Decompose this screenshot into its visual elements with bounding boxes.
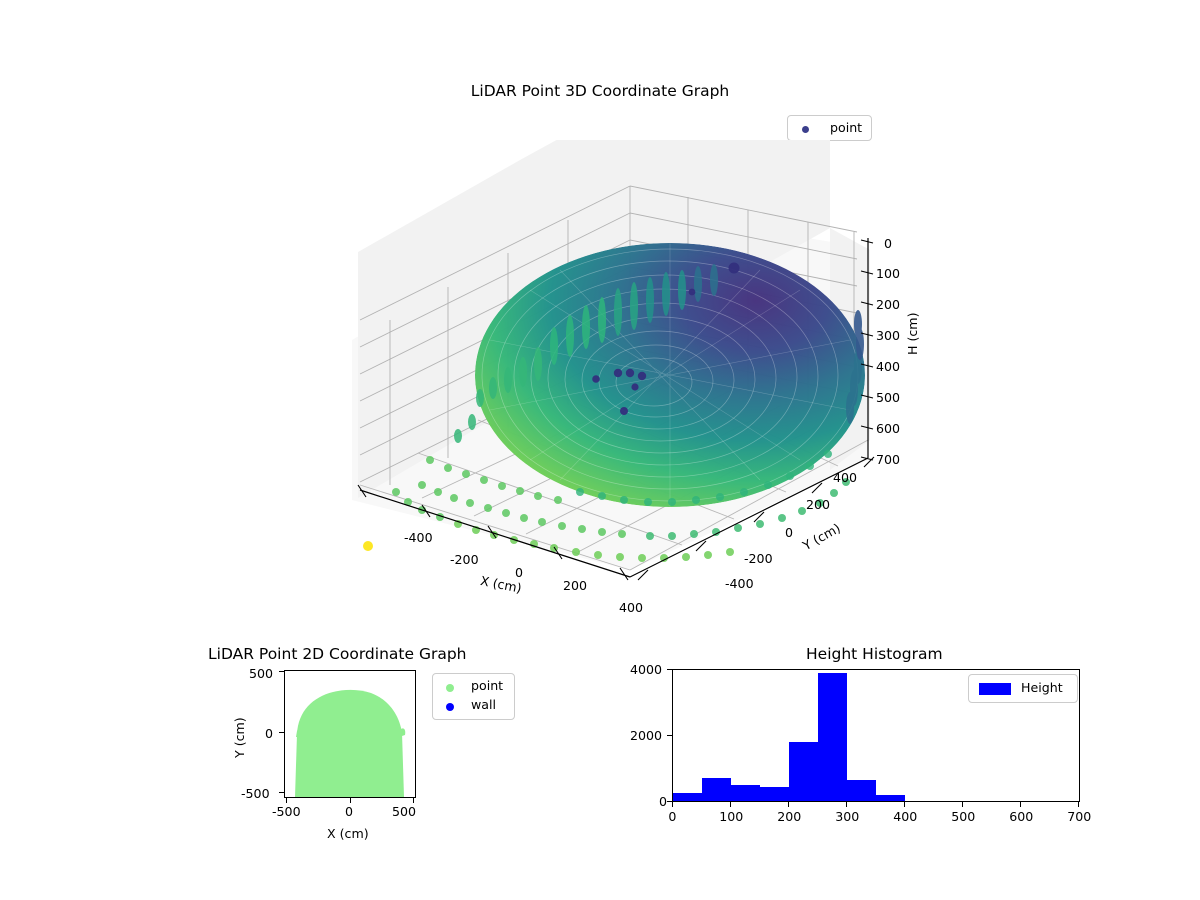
hist-x-tick-600: 600	[1009, 809, 1034, 824]
y-tick--200: -200	[744, 551, 773, 566]
legend-row-point: point	[433, 678, 514, 698]
tick-hist-x	[1077, 802, 1079, 807]
histogram-bars	[673, 670, 1079, 801]
hist-x-tick-700: 700	[1067, 809, 1092, 824]
legend-height-label: Height	[1021, 680, 1063, 695]
y-tick-200: 200	[806, 497, 831, 512]
z-tick-600: 600	[876, 421, 901, 436]
tick-2d-x0	[286, 798, 288, 803]
x-tick-200: 200	[563, 578, 588, 593]
histogram-bar	[760, 787, 789, 801]
x-tick-0: 0	[515, 565, 524, 580]
hist-y-tick-0: 0	[659, 794, 668, 809]
histogram-bar	[702, 778, 731, 801]
point-cloud-region	[295, 689, 404, 797]
chart-2d-x-tick-0: 0	[345, 804, 354, 819]
tick-2d-y2	[279, 671, 284, 673]
tick-2d-x1	[350, 798, 352, 803]
outlier-points	[592, 262, 740, 415]
chart-3d-canvas	[352, 140, 875, 581]
hist-x-tick-0: 0	[668, 809, 677, 824]
hist-x-tick-400: 400	[893, 809, 918, 824]
tick-hist-x	[1019, 802, 1021, 807]
x-tick--400: -400	[404, 530, 433, 545]
histogram-title: Height Histogram	[806, 645, 943, 663]
z-tick-700: 700	[876, 452, 901, 467]
histogram-axes[interactable]	[672, 669, 1080, 802]
y-tick-400: 400	[833, 470, 858, 485]
hist-x-tick-100: 100	[719, 809, 744, 824]
tick-hist-x	[671, 802, 673, 807]
legend-point-marker-icon	[446, 684, 454, 692]
tick-hist-y0	[667, 801, 672, 803]
histogram-bar	[876, 795, 905, 801]
tick-hist-x	[787, 802, 789, 807]
y-tick-0: 0	[785, 525, 794, 540]
legend-wall-label: wall	[471, 697, 497, 712]
tick-hist-x	[729, 802, 731, 807]
legend-wall-marker-icon	[446, 703, 454, 711]
chart-2d-y-tick--500: -500	[241, 786, 270, 801]
tick-hist-y1	[667, 735, 672, 737]
hist-x-tick-200: 200	[777, 809, 802, 824]
chart-2d-legend: point wall	[432, 673, 515, 720]
hist-x-tick-500: 500	[951, 809, 976, 824]
chart-2d-canvas	[295, 689, 406, 797]
tick-hist-x	[903, 802, 905, 807]
histogram-bar	[673, 792, 702, 801]
histogram-bar	[789, 742, 818, 801]
histogram-bar	[847, 780, 876, 801]
tick-2d-y1	[279, 732, 284, 734]
legend-point-label: point	[471, 678, 504, 693]
tick-hist-y2	[667, 669, 672, 671]
hist-y-tick-2000: 2000	[630, 728, 663, 743]
chart-2d-axes[interactable]	[284, 670, 416, 798]
y-tick--400: -400	[725, 576, 754, 591]
legend-row-wall: wall	[433, 697, 514, 717]
z-tick-100: 100	[876, 266, 901, 281]
histogram-legend: Height	[968, 674, 1078, 703]
z-tick-500: 500	[876, 390, 901, 405]
tick-hist-x	[845, 802, 847, 807]
chart-2d-y-tick-0: 0	[265, 726, 274, 741]
chart-2d-y-axis-label: Y (cm)	[232, 717, 247, 758]
tick-hist-x	[961, 802, 963, 807]
chart-2d-x-tick--500: -500	[272, 804, 301, 819]
z-tick-0: 0	[884, 236, 893, 251]
x-tick-400: 400	[619, 600, 644, 615]
x-tick--200: -200	[450, 552, 479, 567]
legend-point-label: point	[830, 120, 863, 135]
legend-height-patch-icon	[979, 683, 1011, 695]
tick-2d-x2	[413, 798, 415, 803]
tick-2d-y0	[279, 792, 284, 794]
z-tick-400: 400	[876, 359, 901, 374]
z-tick-300: 300	[876, 328, 901, 343]
histogram-bar	[818, 673, 847, 801]
chart-2d-x-tick-500: 500	[392, 804, 417, 819]
hist-y-tick-4000: 4000	[630, 662, 663, 677]
z-axis-label: H (cm)	[905, 312, 920, 356]
chart-3d-legend: point	[787, 115, 872, 141]
z-tick-200: 200	[876, 297, 901, 312]
chart-3d-axes[interactable]	[330, 140, 930, 640]
hist-x-tick-300: 300	[835, 809, 860, 824]
histogram-bar	[731, 784, 760, 801]
chart-2d-x-axis-label: X (cm)	[327, 826, 369, 841]
chart-2d-y-tick-500: 500	[249, 666, 274, 681]
yellow-outlier-point	[363, 541, 373, 551]
legend-point-marker-icon	[802, 126, 809, 133]
chart-3d-title: LiDAR Point 3D Coordinate Graph	[470, 82, 730, 100]
chart-2d-title: LiDAR Point 2D Coordinate Graph	[208, 645, 467, 663]
